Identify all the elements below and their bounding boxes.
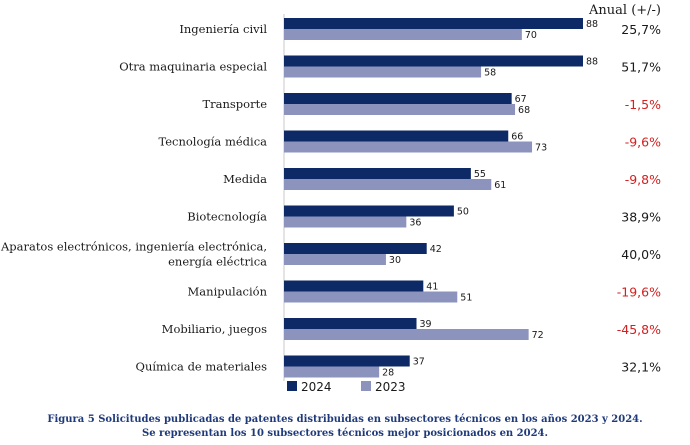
value-label-2023-9: 72 xyxy=(532,330,544,341)
annual-change-header: Anual (+/-) xyxy=(588,3,661,18)
category-label: Tecnología médica xyxy=(158,135,267,149)
category-label: Química de materiales xyxy=(136,360,268,374)
value-label-2023-6: 36 xyxy=(409,218,421,229)
bar-2023-4 xyxy=(284,141,533,153)
value-label-2023-1: 70 xyxy=(525,30,537,41)
bar-2024-7 xyxy=(284,243,427,254)
value-label-2024-3: 67 xyxy=(515,94,527,105)
bar-2023-1 xyxy=(284,29,522,40)
value-label-2023-8: 51 xyxy=(460,293,472,304)
bar-2024-5 xyxy=(284,168,471,179)
category-label: Biotecnología xyxy=(187,210,267,224)
value-label-2024-8: 41 xyxy=(426,282,438,293)
legend-swatch-2023 xyxy=(361,381,371,391)
category-label: Transporte xyxy=(202,97,267,111)
annual-change-10: 32,1% xyxy=(621,360,661,375)
legend-label-2023: 2023 xyxy=(375,380,406,394)
annual-change-7: 40,0% xyxy=(621,247,661,262)
category-label: Otra maquinaria especial xyxy=(119,60,267,74)
figure-caption-line-2: Se representan los 10 subsectores técnic… xyxy=(141,428,548,439)
category-label: Manipulación xyxy=(188,285,268,299)
patent-bar-chart: Anual (+/-) Ingeniería civil 88 70 25,7% Otra… xyxy=(0,3,661,394)
value-label-2024-7: 42 xyxy=(430,244,442,255)
annual-change-1: 25,7% xyxy=(621,22,661,37)
bar-2023-10 xyxy=(284,366,380,378)
bar-2023-5 xyxy=(284,179,492,190)
figure-caption-line-1: Figura 5 Solicitudes publicadas de paten… xyxy=(47,414,643,425)
value-label-2024-2: 88 xyxy=(586,57,598,68)
bar-2024-2 xyxy=(284,55,583,67)
annual-change-8: -19,6% xyxy=(617,285,661,300)
bar-2023-3 xyxy=(284,104,516,115)
annual-change-5: -9,8% xyxy=(625,172,661,187)
bar-2023-8 xyxy=(284,291,458,303)
bar-2023-6 xyxy=(284,216,407,228)
bar-2023-7 xyxy=(284,254,386,265)
legend-label-2024: 2024 xyxy=(301,380,332,394)
bar-2023-2 xyxy=(284,66,482,78)
value-label-2024-1: 88 xyxy=(586,19,598,30)
annual-change-3: -1,5% xyxy=(625,97,661,112)
legend-swatch-2024 xyxy=(287,381,297,391)
value-label-2023-5: 61 xyxy=(494,180,506,191)
bar-2024-4 xyxy=(284,130,509,142)
value-label-2023-4: 73 xyxy=(535,143,547,154)
category-label: Aparatos electrónicos, ingeniería electr… xyxy=(0,240,267,269)
value-label-2023-7: 30 xyxy=(389,255,401,266)
category-label: Mobiliario, juegos xyxy=(162,322,267,336)
category-label: Ingeniería civil xyxy=(179,22,267,36)
value-label-2024-4: 66 xyxy=(511,132,523,143)
value-label-2023-2: 58 xyxy=(484,68,496,79)
bar-2023-9 xyxy=(284,329,529,340)
annual-change-9: -45,8% xyxy=(617,322,661,337)
value-label-2024-5: 55 xyxy=(474,169,486,180)
annual-change-6: 38,9% xyxy=(621,210,661,225)
annual-change-2: 51,7% xyxy=(621,60,661,75)
value-label-2023-3: 68 xyxy=(518,105,530,116)
annual-change-4: -9,6% xyxy=(625,135,661,150)
bar-2024-9 xyxy=(284,318,417,329)
bar-2024-1 xyxy=(284,18,583,29)
category-label: Medida xyxy=(223,172,267,186)
value-label-2024-9: 39 xyxy=(420,319,432,330)
value-label-2024-6: 50 xyxy=(457,207,469,218)
bar-2024-10 xyxy=(284,355,410,367)
bar-2024-3 xyxy=(284,93,512,104)
bar-2024-6 xyxy=(284,205,454,217)
bar-2024-8 xyxy=(284,280,424,292)
value-label-2024-10: 37 xyxy=(413,357,425,368)
value-label-2023-10: 28 xyxy=(382,368,394,379)
